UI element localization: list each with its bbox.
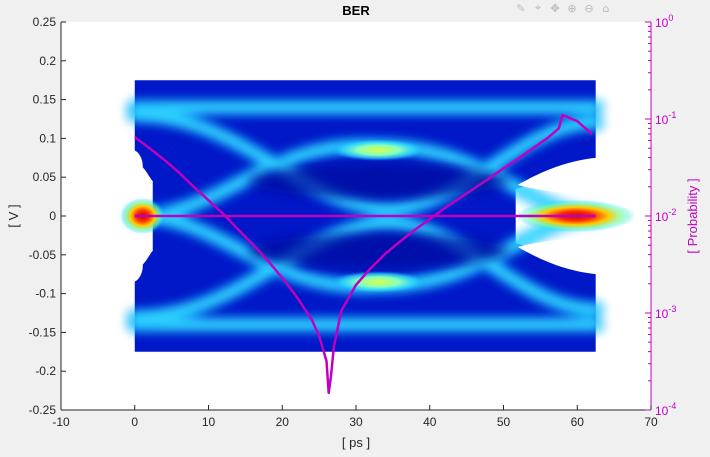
home-icon[interactable]: ⌂ [602,1,610,15]
y-axis-right-label: [ Probability ] [685,178,700,253]
x-tick-label-6: 50 [497,415,511,429]
y-tick-label-2: -0.15 [29,325,57,339]
y-tick-label-3: -0.1 [35,287,56,301]
y-tick-label-5: 0 [49,209,56,223]
y-right-tick-label-1: 10-3 [655,304,676,321]
y-tick-label-0: -0.25 [29,403,57,417]
y-right-tick-label-3: 10-1 [655,110,676,127]
eye-opening-lower [248,232,509,269]
y-axis-left: -0.25 -0.2 -0.15 -0.1 -0.05 0 0.05 0.1 0.15 0.2 0.… [29,15,66,417]
data-cursor-icon[interactable]: ⌖ [534,1,542,14]
y-right-tick-exponent-3: -1 [668,110,676,120]
y-tick-label-10: 0.25 [33,15,57,29]
x-tick-label-0: -10 [52,415,70,429]
y-tick-label-8: 0.15 [33,93,57,107]
brush-icon[interactable]: ✎ [516,1,526,15]
x-tick-label-4: 30 [349,415,363,429]
y-tick-label-6: 0.05 [33,170,57,184]
eye-level-glow-lower [330,270,427,293]
y-right-tick-base-3: 10 [655,113,669,127]
x-tick-label-5: 40 [423,415,437,429]
y-right-tick-label-4: 100 [655,13,673,30]
x-tick-label-2: 10 [202,415,216,429]
eye-notch-left-lower [133,250,143,282]
zoom-out-icon[interactable]: ⊖ [584,1,594,15]
eye-notch-right-lower [517,235,597,275]
ber-probability-curve [134,113,593,395]
zoom-in-icon[interactable]: ⊕ [567,1,577,15]
y-right-tick-exponent-2: -2 [668,207,676,217]
pan-icon[interactable]: ✥ [550,1,560,15]
y-right-tick-exponent-4: 0 [668,13,673,23]
eye-opening-upper [248,163,509,200]
x-axis-label: [ ps ] [342,435,370,450]
y-right-tick-exponent-1: -3 [668,304,676,314]
y-right-tick-base-1: 10 [655,307,669,321]
eye-notch-right-upper [517,157,597,197]
chart-title: BER [342,3,370,18]
eye-level-glow-upper [330,139,427,162]
x-tick-label-7: 60 [571,415,585,429]
y-right-tick-base-4: 10 [655,16,669,30]
x-tick-label-8: 70 [644,415,658,429]
x-axis: -10 0 10 20 30 40 50 60 70 [52,405,658,429]
x-tick-label-1: 0 [131,415,138,429]
eye-notch-left-upper [133,150,143,182]
y-right-tick-label-2: 10-2 [655,207,676,224]
y-right-tick-base-0: 10 [655,404,669,418]
eye-trace-core-5 [131,219,600,321]
y-axis-label: [ V ] [6,204,21,227]
y-right-tick-exponent-0: -4 [668,401,676,411]
axes-toolbar: ✎ ⌖ ✥ ⊕ ⊖ ⌂ [514,1,613,15]
ber-curve-layer [134,113,596,395]
y-tick-label-9: 0.2 [39,54,56,68]
eye-trace-core-4 [131,111,600,213]
y-tick-label-4: -0.05 [29,248,57,262]
y-tick-label-7: 0.1 [39,131,56,145]
y-right-tick-base-2: 10 [655,210,669,224]
x-tick-label-3: 20 [276,415,290,429]
y-right-tick-label-0: 10-4 [655,401,676,418]
y-tick-label-1: -0.2 [35,364,56,378]
